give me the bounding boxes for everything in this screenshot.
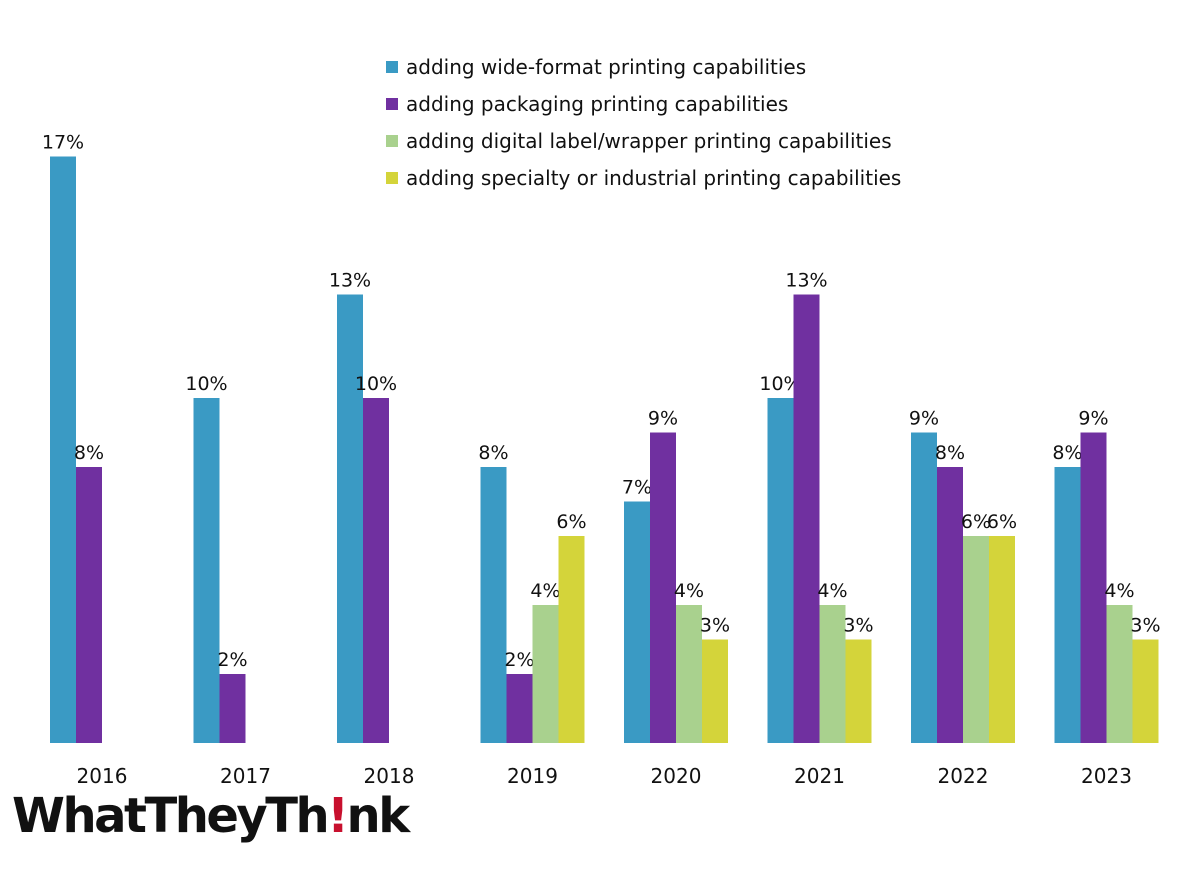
legend-label-digital-label: adding digital label/wrapper printing ca… xyxy=(406,128,892,153)
logo-text-end: nk xyxy=(346,788,411,844)
legend-swatch-packaging xyxy=(386,97,398,110)
bar-2019-series-2 xyxy=(506,674,533,743)
x-tick-label-2016: 2016 xyxy=(77,764,128,788)
data-label-2020-series-4: 3% xyxy=(700,615,730,637)
x-tick-label-2021: 2021 xyxy=(794,764,845,788)
bar-2019-series-1 xyxy=(480,467,507,743)
bar-2018-series-1 xyxy=(337,294,363,743)
legend-label-wide-format: adding wide-format printing capabilities xyxy=(406,54,807,79)
data-label-2016-series-1: 17% xyxy=(42,132,84,154)
bar-2016-series-2 xyxy=(76,467,102,743)
bar-2021-series-4 xyxy=(845,639,872,743)
data-label-2023-series-3: 4% xyxy=(1104,580,1134,602)
bar-2021-series-2 xyxy=(793,294,820,743)
data-label-2020-series-1: 7% xyxy=(622,477,652,499)
data-label-2017-series-2: 2% xyxy=(217,649,247,671)
data-label-2023-series-4: 3% xyxy=(1130,615,1160,637)
data-label-2022-series-2: 8% xyxy=(935,442,965,464)
data-label-2021-series-1: 10% xyxy=(759,373,801,395)
data-label-2021-series-2: 13% xyxy=(785,270,827,292)
bar-2016-series-1 xyxy=(50,156,76,743)
legend-label-specialty: adding specialty or industrial printing … xyxy=(406,165,902,190)
legend-item-specialty: adding specialty or industrial printing … xyxy=(386,159,901,196)
chart-legend: adding wide-format printing capabilities… xyxy=(386,48,901,196)
data-label-2019-series-2: 2% xyxy=(504,649,534,671)
legend-swatch-specialty xyxy=(386,171,398,184)
data-label-2020-series-2: 9% xyxy=(648,408,678,430)
data-label-2023-series-1: 8% xyxy=(1052,442,1082,464)
data-label-2021-series-4: 3% xyxy=(843,615,873,637)
logo-text-start: WhatTheyTh xyxy=(12,788,330,844)
bar-2022-series-4 xyxy=(989,536,1015,743)
bar-2020-series-4 xyxy=(702,639,728,743)
bar-2018-series-2 xyxy=(363,398,389,743)
data-label-2022-series-4: 6% xyxy=(987,511,1017,533)
whattheythink-logo: WhatTheyTh!nk xyxy=(12,792,410,840)
x-tick-label-2017: 2017 xyxy=(220,764,271,788)
data-label-2021-series-3: 4% xyxy=(817,580,847,602)
bar-2022-series-2 xyxy=(937,467,963,743)
data-label-2019-series-1: 8% xyxy=(478,442,508,464)
bar-2017-series-2 xyxy=(219,674,246,743)
x-tick-label-2022: 2022 xyxy=(938,764,989,788)
bar-2019-series-4 xyxy=(558,536,585,743)
bar-2023-series-3 xyxy=(1106,605,1133,743)
legend-label-packaging: adding packaging printing capabilities xyxy=(406,91,789,116)
data-label-2019-series-3: 4% xyxy=(530,580,560,602)
logo-exclamation: ! xyxy=(327,788,349,844)
x-tick-label-2023: 2023 xyxy=(1081,764,1132,788)
x-tick-label-2018: 2018 xyxy=(364,764,415,788)
bar-2020-series-3 xyxy=(676,605,702,743)
legend-item-wide-format: adding wide-format printing capabilities xyxy=(386,48,901,85)
data-label-2017-series-1: 10% xyxy=(185,373,227,395)
data-label-2016-series-2: 8% xyxy=(74,442,104,464)
legend-swatch-digital-label xyxy=(386,134,398,147)
data-label-2018-series-1: 13% xyxy=(329,270,371,292)
x-tick-label-2019: 2019 xyxy=(507,764,558,788)
bar-2020-series-2 xyxy=(650,432,676,743)
legend-item-digital-label: adding digital label/wrapper printing ca… xyxy=(386,122,901,159)
bar-2019-series-3 xyxy=(532,605,559,743)
legend-swatch-wide-format xyxy=(386,60,398,73)
data-label-2020-series-3: 4% xyxy=(674,580,704,602)
bar-2017-series-1 xyxy=(193,398,220,743)
bar-2023-series-4 xyxy=(1132,639,1159,743)
data-label-2022-series-3: 6% xyxy=(961,511,991,533)
data-label-2022-series-1: 9% xyxy=(909,408,939,430)
bar-2021-series-3 xyxy=(819,605,846,743)
legend-item-packaging: adding packaging printing capabilities xyxy=(386,85,901,122)
bar-2020-series-1 xyxy=(624,501,650,743)
bar-2023-series-1 xyxy=(1054,467,1081,743)
bar-2023-series-2 xyxy=(1080,432,1107,743)
data-label-2023-series-2: 9% xyxy=(1078,408,1108,430)
data-label-2018-series-2: 10% xyxy=(355,373,397,395)
data-label-2019-series-4: 6% xyxy=(556,511,586,533)
x-tick-label-2020: 2020 xyxy=(651,764,702,788)
bar-2022-series-3 xyxy=(963,536,989,743)
bar-2022-series-1 xyxy=(911,432,937,743)
bar-2021-series-1 xyxy=(767,398,794,743)
